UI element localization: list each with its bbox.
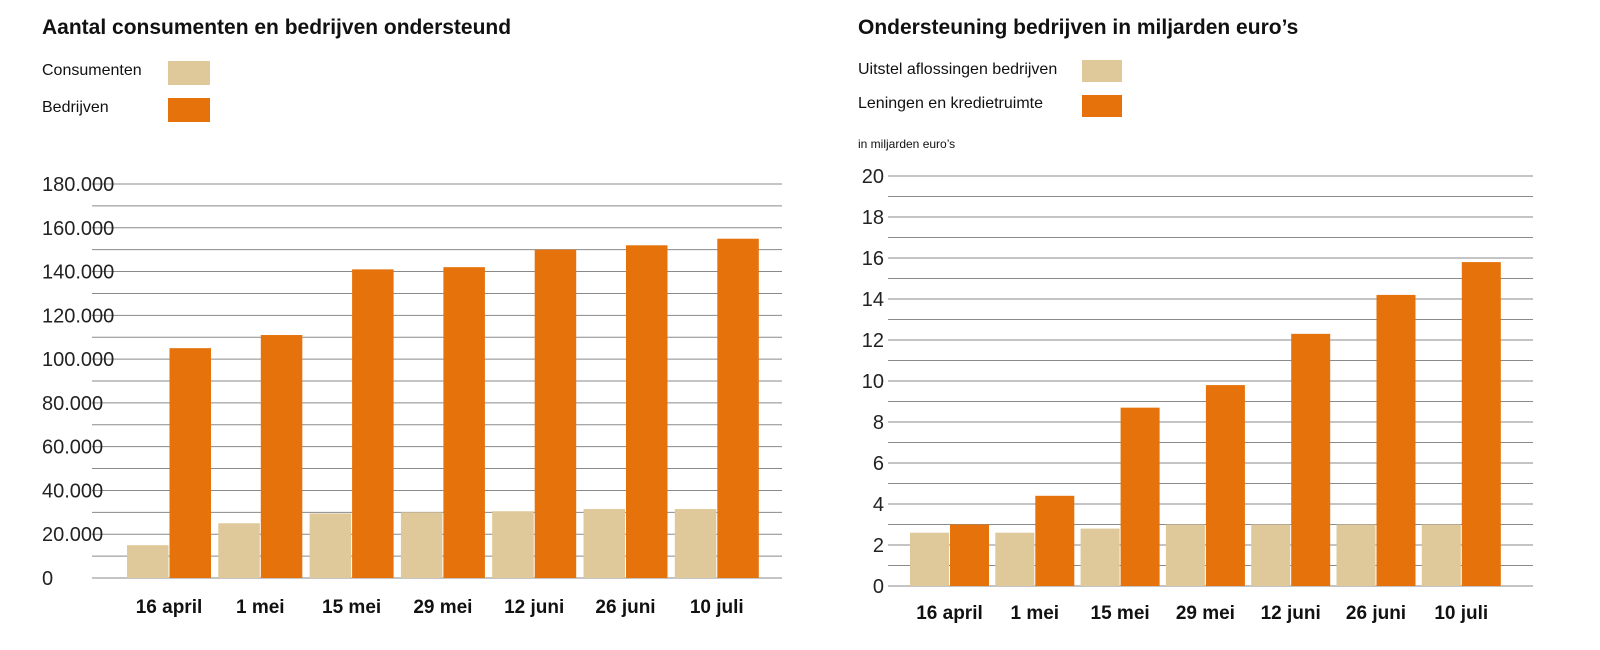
bar-light <box>1336 524 1376 586</box>
bar-dark <box>1205 385 1245 586</box>
legend-label: Uitstel aflossingen bedrijven <box>858 61 1058 78</box>
bar-dark <box>1461 262 1501 586</box>
bar-dark <box>626 245 668 579</box>
legend-swatch-leningen <box>1082 95 1122 117</box>
y-tick-label: 20 <box>862 166 884 188</box>
legend-item-consumenten: Consumenten <box>42 62 142 80</box>
bar-dark <box>260 335 303 578</box>
y-tick-label: 120.000 <box>42 305 114 327</box>
y-tick-label: 10 <box>862 371 884 393</box>
y-tick-label: 16 <box>862 248 884 270</box>
y-tick-label: 40.000 <box>42 480 103 502</box>
legend-item-leningen: Leningen en kredietruimte <box>858 95 1043 113</box>
x-tick-label: 15 mei <box>322 597 381 618</box>
y-tick-label: 12 <box>862 330 884 352</box>
chart-business-support-billions: Ondersteuning bedrijven in miljarden eur… <box>840 0 1600 650</box>
plot-area: 0 20.000 40.000 60.000 80.000 100.000 120.000 1… <box>42 174 782 618</box>
legend-item-uitstel: Uitstel aflossingen bedrijven <box>858 61 1057 79</box>
chart-title: Ondersteuning bedrijven in miljarden eur… <box>858 16 1299 39</box>
y-tick-label: 14 <box>862 289 884 311</box>
legend-label: Consumenten <box>42 62 142 79</box>
legend-swatch-uitstel <box>1082 60 1122 82</box>
x-tick-label: 10 juli <box>1434 603 1488 624</box>
bar-dark <box>1035 495 1075 586</box>
y-tick-label: 4 <box>873 494 884 516</box>
x-tick-label: 10 juli <box>690 597 744 618</box>
x-tick-label: 1 mei <box>1011 603 1060 624</box>
y-tick-label: 20.000 <box>42 524 103 546</box>
bar-light <box>674 509 717 578</box>
bar-dark <box>1376 294 1416 586</box>
bar-dark <box>352 269 394 578</box>
legend-swatch-bedrijven <box>168 98 210 122</box>
x-tick-label: 29 mei <box>1176 603 1235 624</box>
legend-item-bedrijven: Bedrijven <box>42 99 109 117</box>
bar-light <box>492 511 534 578</box>
legend-label: Leningen en kredietruimte <box>858 95 1044 112</box>
x-tick-label: 26 juni <box>595 597 655 618</box>
y-tick-label: 100.000 <box>42 349 114 371</box>
bar-dark <box>717 238 759 578</box>
bar-dark <box>443 267 485 578</box>
bar-light <box>1421 524 1461 586</box>
bar-light <box>1251 524 1291 586</box>
legend-swatch-consumenten <box>168 61 210 85</box>
bar-light <box>583 509 625 578</box>
x-tick-label: 16 april <box>136 597 203 618</box>
bar-light <box>1165 524 1205 586</box>
bar-light <box>218 523 260 578</box>
unit-label: in miljarden euro’s <box>858 137 956 151</box>
bar-light <box>309 513 352 578</box>
x-tick-label: 26 juni <box>1346 603 1406 624</box>
bar-dark <box>534 249 577 578</box>
y-tick-label: 0 <box>873 576 884 598</box>
x-tick-label: 16 april <box>916 603 983 624</box>
bar-light <box>1080 528 1120 586</box>
y-tick-label: 0 <box>42 568 53 590</box>
bar-dark <box>1291 333 1331 586</box>
chart-consumers-businesses: Aantal consumenten en bedrijven onderste… <box>42 16 782 618</box>
y-tick-label: 8 <box>873 412 884 434</box>
bar-light <box>910 532 949 586</box>
bar-dark <box>950 524 989 586</box>
chart-title: Aantal consumenten en bedrijven onderste… <box>42 16 512 39</box>
y-tick-label: 180.000 <box>42 174 114 196</box>
y-tick-label: 18 <box>862 207 884 229</box>
y-tick-label: 2 <box>873 535 884 557</box>
bar-light <box>995 532 1035 586</box>
y-tick-label: 160.000 <box>42 218 114 240</box>
y-tick-label: 140.000 <box>42 262 114 284</box>
x-tick-label: 12 juni <box>504 597 564 618</box>
bar-light <box>400 512 443 578</box>
bar-light <box>127 545 169 578</box>
plot-area: 0 2 4 6 8 10 12 14 16 18 20 16 april 1 mei 15 mei 29 m… <box>862 166 1533 624</box>
x-tick-label: 1 mei <box>236 597 285 618</box>
x-tick-label: 12 juni <box>1261 603 1321 624</box>
y-tick-label: 6 <box>873 453 884 475</box>
bar-dark <box>169 348 211 578</box>
bar-dark <box>1120 407 1160 586</box>
y-tick-label: 80.000 <box>42 393 103 415</box>
legend-label: Bedrijven <box>42 99 109 116</box>
x-tick-label: 29 mei <box>413 597 472 618</box>
x-tick-label: 15 mei <box>1091 603 1150 624</box>
y-tick-label: 60.000 <box>42 437 103 459</box>
